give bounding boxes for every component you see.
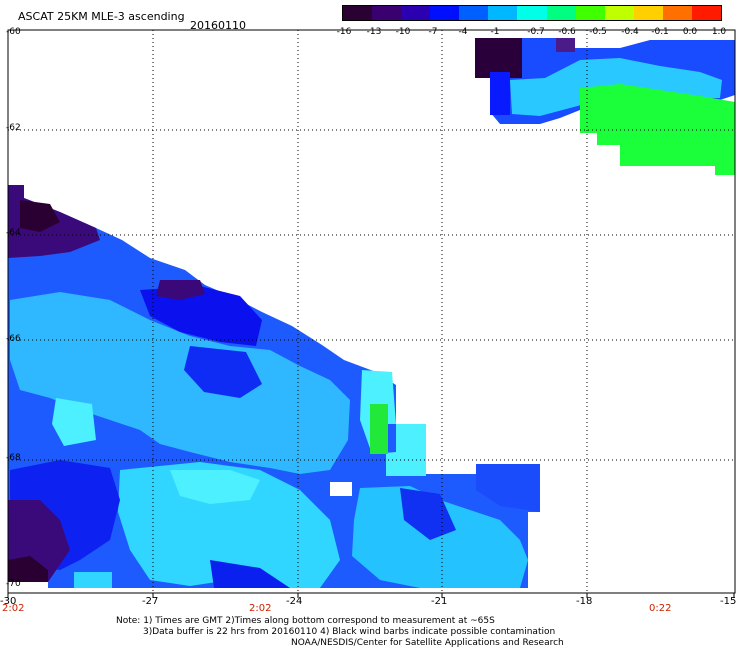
lat-label: -64 [6,228,21,238]
time-label: 2:02 [2,603,25,614]
colorbar [342,5,722,21]
time-label: 0:22 [649,603,672,614]
colorbar-seg [459,6,489,20]
lat-label: -66 [6,334,21,344]
lat-label: -62 [6,123,21,133]
colorbar-label: -13 [366,27,382,37]
note-line-2: 3)Data buffer is 22 hrs from 20160110 4)… [143,627,556,637]
colorbar-seg [691,6,722,20]
colorbar-seg [430,6,460,20]
swath-main-darkblue-d [210,560,290,588]
colorbar-label: -0.4 [621,27,639,37]
colorbar-label: -4 [458,27,468,37]
lat-label: -68 [6,453,21,463]
lon-label: -24 [286,596,303,607]
swath-main-cyan-b [118,462,340,588]
swath-ne-deepblue [490,72,510,115]
time-label: 2:02 [249,603,272,614]
colorbar-label: -10 [395,27,411,37]
swath-ne-dark [475,38,522,78]
map-title: ASCAT 25KM MLE-3 ascending [18,10,185,23]
colorbar-label: -0.1 [651,27,669,37]
swath-main-cyan-a [10,292,350,474]
swath-main-green [370,404,388,454]
colorbar-label: -16 [336,27,352,37]
lat-label: -60 [6,27,21,37]
colorbar-label: -7 [428,27,438,37]
plot-frame [7,29,736,594]
colorbar-seg [343,6,373,20]
colorbar-seg [517,6,547,20]
swath-main-aqua [170,470,260,504]
colorbar-label: -0.6 [558,27,576,37]
swath-main-darkblue-a [140,286,262,346]
lon-label: -30 [0,596,17,607]
colorbar-seg [546,6,576,20]
note-line-3: NOAA/NESDIS/Center for Satellite Applica… [291,638,564,648]
colorbar-label: -0.5 [589,27,607,37]
swath-ne-purple [556,38,575,52]
lon-label: -18 [576,596,593,607]
colorbar-label: 0.0 [682,27,698,37]
map-date: 20160110 [190,19,246,32]
colorbar-label: -0.7 [527,27,545,37]
lat-label: -70 [6,579,21,589]
colorbar-seg [372,6,402,20]
swath-main-dark-a [20,200,60,232]
swath-main-cyan-c [352,486,528,588]
lon-tick-marks [7,593,735,598]
colorbar-seg [401,6,431,20]
swath-main-darkblue-b [184,346,262,398]
colorbar-seg [604,6,634,20]
swath-main-darkblue-f [476,464,540,512]
swath-ne-green [580,84,735,175]
colorbar-seg [488,6,518,20]
swath-main-purple-b [156,280,205,300]
swath-main-dark-b [8,556,48,582]
lon-label: -21 [431,596,448,607]
data-swaths [8,38,735,588]
colorbar-label: 1.0 [711,27,727,37]
colorbar-seg [633,6,663,20]
swath-main-light-bottom [74,572,112,588]
lon-label: -15 [720,596,737,607]
colorbar-seg [575,6,605,20]
swath-main-white-notch [330,482,352,496]
note-line-1: Note: 1) Times are GMT 2)Times along bot… [116,616,495,626]
swath-main-aqua-b [52,398,96,446]
colorbar-label: -1 [490,27,500,37]
lon-label: -27 [142,596,159,607]
colorbar-seg [662,6,692,20]
